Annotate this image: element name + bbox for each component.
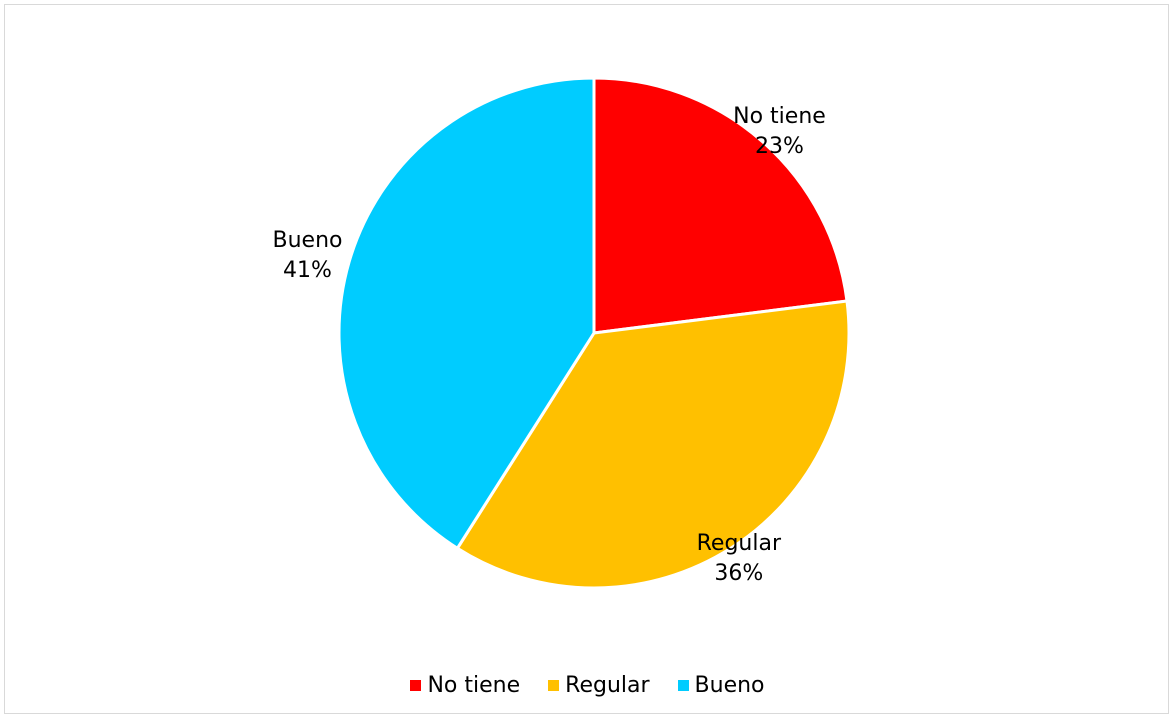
data-label-regular: Regular 36% xyxy=(697,529,781,589)
data-label-no-tiene: No tiene 23% xyxy=(733,102,826,162)
pie-slice-no-tiene xyxy=(592,76,849,335)
legend-item-bueno: Bueno xyxy=(677,672,765,698)
data-label-category: No tiene xyxy=(733,104,826,130)
pie-slice-bueno xyxy=(337,76,596,551)
data-label-category: Bueno xyxy=(272,228,343,254)
legend-swatch xyxy=(548,679,560,691)
legend-label: No tiene xyxy=(427,672,521,698)
data-label-category: Regular xyxy=(696,531,782,557)
legend-label: Bueno xyxy=(694,672,765,698)
legend: No tiene Regular Bueno xyxy=(0,670,1175,700)
data-label-percent: 23% xyxy=(755,134,804,160)
legend-item-regular: Regular xyxy=(548,672,650,698)
legend-label: Regular xyxy=(565,672,650,698)
pie-slice-regular xyxy=(455,299,851,590)
legend-item-no-tiene: No tiene xyxy=(410,673,520,698)
data-label-percent: 41% xyxy=(283,258,332,284)
legend-swatch xyxy=(410,679,422,691)
legend-swatch xyxy=(677,679,689,691)
data-label-percent: 36% xyxy=(714,561,764,587)
data-label-bueno: Bueno 41% xyxy=(272,226,342,286)
